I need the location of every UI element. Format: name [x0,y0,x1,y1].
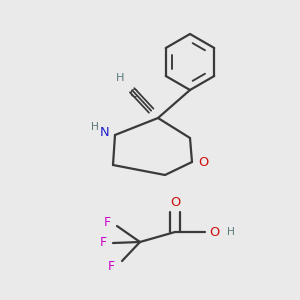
Text: O: O [198,157,208,169]
Text: H: H [116,73,125,83]
Text: H: H [91,122,99,132]
Text: H: H [227,227,235,237]
Text: C: C [130,89,137,99]
Text: F: F [107,260,115,274]
Text: F: F [99,236,106,250]
Text: F: F [103,215,111,229]
Text: N: N [100,127,110,140]
Text: O: O [209,226,219,238]
Text: O: O [170,196,180,209]
